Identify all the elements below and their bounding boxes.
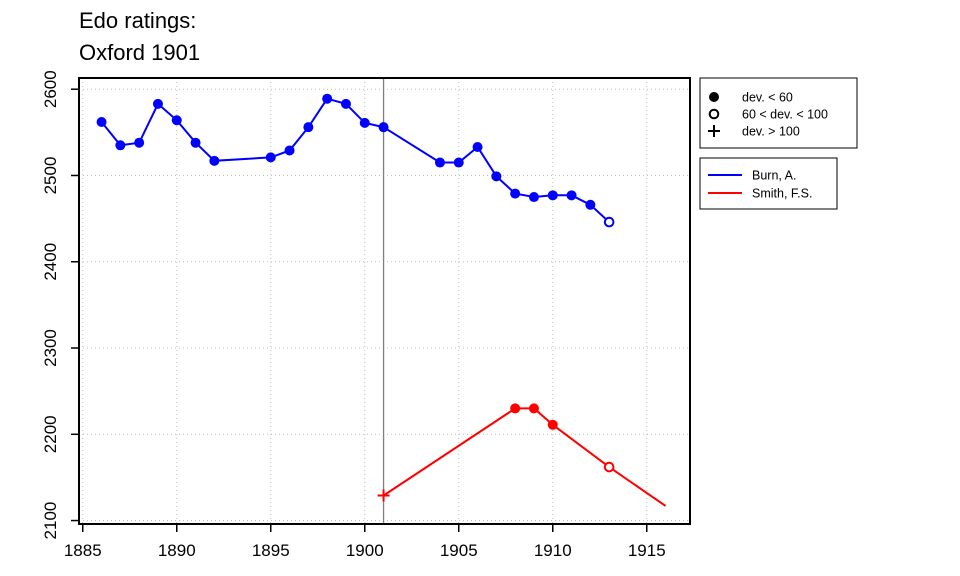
legend-label: Burn, A. — [752, 169, 796, 183]
data-point — [603, 461, 615, 473]
data-point — [510, 188, 521, 199]
x-tick-label: 1900 — [346, 541, 384, 560]
data-point — [96, 116, 107, 127]
data-point — [547, 419, 558, 430]
x-tick-label: 1890 — [158, 541, 196, 560]
legend-label: Smith, F.S. — [752, 187, 812, 201]
chart-title-line-1: Edo ratings: — [79, 8, 197, 33]
legend-box — [699, 77, 858, 149]
y-tick-label: 2300 — [41, 329, 60, 367]
data-point — [547, 190, 558, 201]
legend-label: dev. > 100 — [742, 125, 800, 139]
y-tick-label: 2200 — [41, 415, 60, 453]
data-point — [566, 190, 577, 201]
y-tick-label: 2400 — [41, 243, 60, 281]
data-point — [585, 199, 596, 210]
legend-label: 60 < dev. < 100 — [742, 108, 828, 122]
x-tick-label: 1885 — [64, 541, 102, 560]
x-axis: 1885 1890 1895 1900 1905 1910 1915 — [64, 524, 666, 560]
data-point — [377, 489, 390, 502]
x-tick-label: 1895 — [252, 541, 290, 560]
legend-box — [699, 157, 838, 210]
plot-frame — [78, 77, 691, 525]
data-point — [340, 98, 351, 109]
legend-label: dev. < 60 — [742, 91, 793, 105]
data-point — [303, 122, 314, 133]
chart-title-line-2: Oxford 1901 — [79, 40, 201, 65]
data-point — [265, 152, 276, 163]
grid-lines — [79, 78, 690, 524]
data-point — [491, 171, 502, 182]
data-point — [190, 137, 201, 148]
data-points — [96, 93, 615, 502]
data-point — [115, 140, 126, 151]
y-tick-label: 2100 — [41, 502, 60, 540]
data-point — [134, 137, 145, 148]
data-point — [510, 403, 521, 414]
y-tick-label: 2600 — [41, 70, 60, 108]
series-legend: Burn, A. Smith, F.S. — [699, 157, 838, 210]
data-point — [708, 125, 720, 137]
data-point — [603, 216, 615, 228]
data-point — [284, 145, 295, 156]
data-point — [171, 115, 182, 126]
data-point — [528, 403, 539, 414]
data-point — [708, 108, 720, 120]
data-point — [359, 117, 370, 128]
x-tick-label: 1905 — [440, 541, 478, 560]
data-point — [472, 142, 483, 153]
data-point — [152, 98, 163, 109]
data-point — [322, 93, 333, 104]
data-point — [709, 92, 719, 102]
series-line — [383, 407, 667, 507]
y-axis: 2100 2200 2300 2400 2500 2600 — [41, 70, 79, 539]
data-point — [434, 157, 445, 168]
data-point — [378, 122, 389, 133]
data-point — [209, 155, 220, 166]
y-tick-label: 2500 — [41, 157, 60, 195]
data-point — [453, 157, 464, 168]
data-point — [528, 192, 539, 203]
marker-legend: dev. < 60 60 < dev. < 100 dev. > 100 — [699, 77, 858, 149]
x-tick-label: 1915 — [628, 541, 666, 560]
x-tick-label: 1910 — [534, 541, 572, 560]
